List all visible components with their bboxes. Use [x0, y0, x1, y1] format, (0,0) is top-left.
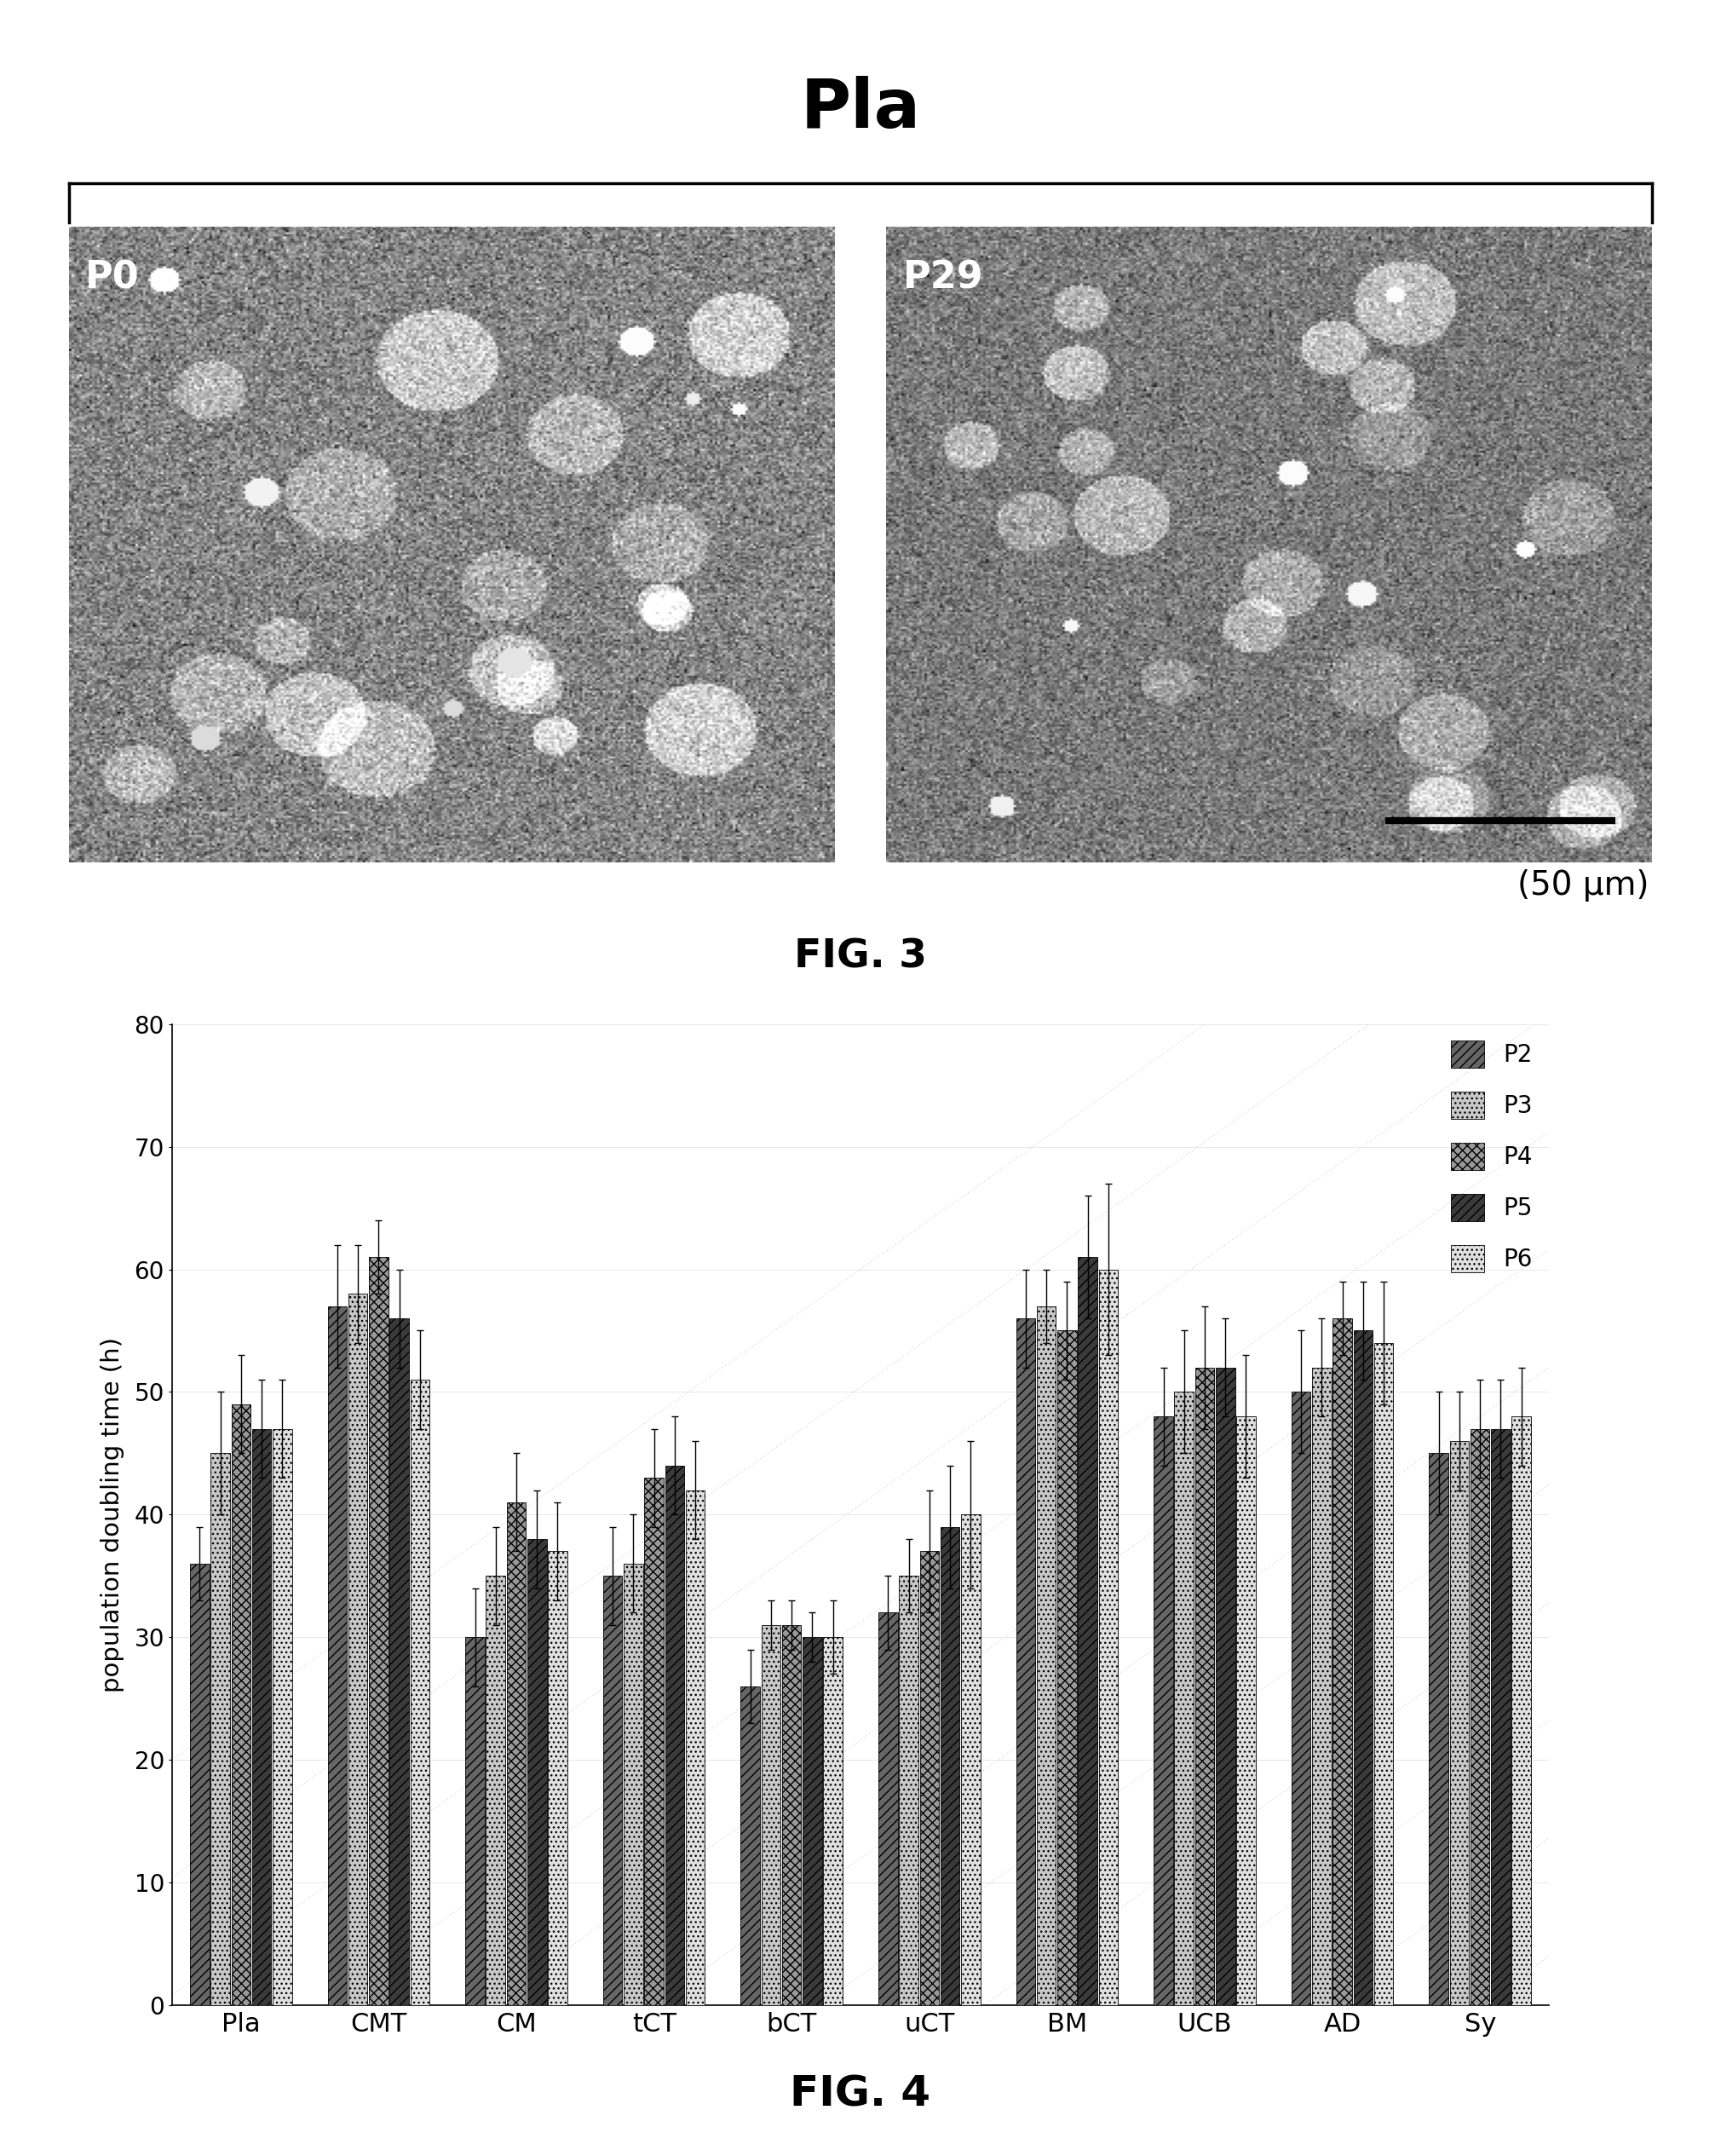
Legend: P2, P3, P4, P5, P6: P2, P3, P4, P5, P6 [1442, 1031, 1542, 1281]
Bar [940, 1526, 960, 2005]
Bar [465, 1636, 485, 2005]
Bar [602, 1576, 623, 2005]
Bar [664, 1466, 685, 2005]
Bar [231, 1404, 251, 2005]
Bar [410, 1380, 430, 2005]
Bar [1490, 1429, 1511, 2005]
Bar [210, 1453, 231, 2005]
Text: FIG. 3: FIG. 3 [793, 938, 928, 977]
Bar [1353, 1330, 1373, 2005]
Bar [761, 1626, 781, 2005]
Bar [389, 1317, 410, 2005]
Bar [1236, 1416, 1256, 2005]
Bar [348, 1294, 368, 2005]
Bar [1015, 1317, 1036, 2005]
Bar [781, 1626, 802, 2005]
Bar [1291, 1393, 1311, 2005]
Bar [644, 1477, 664, 2005]
Bar [1098, 1270, 1119, 2005]
Text: Pla: Pla [800, 75, 921, 142]
Bar [1373, 1343, 1394, 2005]
Bar [1174, 1393, 1194, 2005]
Bar [1470, 1429, 1490, 2005]
Bar [919, 1552, 940, 2005]
Bar [1449, 1440, 1470, 2005]
Bar [1077, 1257, 1098, 2005]
Bar [251, 1429, 272, 2005]
Bar [1428, 1453, 1449, 2005]
Bar [506, 1503, 527, 2005]
Bar [1153, 1416, 1174, 2005]
Bar [740, 1686, 761, 2005]
Bar [327, 1307, 348, 2005]
Bar [802, 1636, 823, 2005]
Bar [527, 1539, 547, 2005]
Bar [189, 1563, 210, 2005]
Bar [1215, 1367, 1236, 2005]
Bar [1036, 1307, 1057, 2005]
Bar [368, 1257, 389, 2005]
Bar [960, 1514, 981, 2005]
Bar [547, 1552, 568, 2005]
Y-axis label: population doubling time (h): population doubling time (h) [102, 1337, 124, 1692]
Bar [898, 1576, 919, 2005]
Text: (50 μm): (50 μm) [1518, 869, 1649, 901]
Text: P29: P29 [904, 259, 983, 295]
Bar [685, 1490, 706, 2005]
Text: FIG. 4: FIG. 4 [790, 2074, 931, 2115]
Bar [623, 1563, 644, 2005]
Bar [485, 1576, 506, 2005]
Bar [878, 1613, 898, 2005]
Bar [272, 1429, 293, 2005]
Bar [1057, 1330, 1077, 2005]
Bar [1194, 1367, 1215, 2005]
Bar [1511, 1416, 1532, 2005]
Bar [1311, 1367, 1332, 2005]
Bar [823, 1636, 843, 2005]
Bar [1332, 1317, 1353, 2005]
Text: P0: P0 [86, 259, 139, 295]
